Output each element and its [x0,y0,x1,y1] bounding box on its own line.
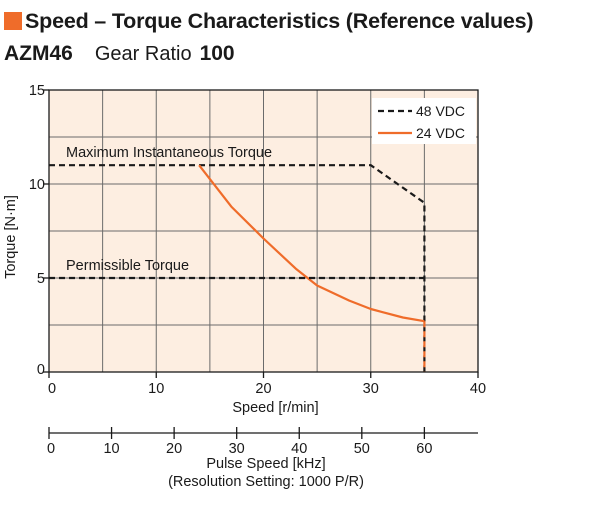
title-row: Speed – Torque Characteristics (Referenc… [4,6,534,36]
annotation-label-0: Maximum Instantaneous Torque [66,145,272,161]
pulse-tick-label: 50 [354,441,370,457]
pulse-tick-label: 0 [47,441,55,457]
pulse-speed-axis: 0 10 20 30 40 50 60 Pulse Speed [kHz] (Resolutio… [47,427,478,490]
annotations-group: Maximum Instantaneous Torque Permissible … [49,145,425,280]
x-tick-label: 20 [255,381,271,397]
y-axis-label: Torque [N·m] [3,195,19,279]
pulse-tick-label: 30 [229,441,245,457]
legend-entry-0: 48 VDC [416,103,465,119]
pulse-tick-label: 20 [166,441,182,457]
title-square-icon [4,12,22,30]
gear-ratio-label: Gear Ratio [94,43,192,65]
legend-entry-1: 24 VDC [416,125,465,141]
series-group [49,164,426,372]
y-tick-label: 5 [37,271,45,287]
legend: 48 VDC 24 VDC [372,98,476,144]
y-tick-label: 10 [29,177,45,193]
chart-title: Speed – Torque Characteristics (Referenc… [25,8,534,33]
pulse-axis-label: Pulse Speed [kHz] [206,456,325,472]
pulse-tick-label: 60 [416,441,432,457]
series-line-0 [49,164,426,372]
x-tick-label: 30 [363,381,379,397]
x-tick-label: 0 [48,381,56,397]
pulse-tick-label: 40 [291,441,307,457]
legend-background [372,98,476,144]
y-tick-label: 15 [29,83,45,99]
axes-group: 0 10 20 30 40 0 5 10 15 Speed [r/min] Torque [N·m] [3,83,486,416]
x-tick-label: 10 [148,381,164,397]
x-tick-label: 40 [470,381,486,397]
resolution-note: (Resolution Setting: 1000 P/R) [168,474,364,490]
series-line-1 [198,164,425,323]
pulse-tick-label: 10 [103,441,119,457]
x-axis-label: Speed [r/min] [232,400,318,416]
subtitle-row: AZM46 Gear Ratio 100 [4,42,235,72]
gear-ratio-value: 100 [199,42,235,65]
model-name: AZM46 [4,42,73,65]
annotation-label-1: Permissible Torque [66,258,189,274]
y-tick-label: 0 [37,362,45,378]
